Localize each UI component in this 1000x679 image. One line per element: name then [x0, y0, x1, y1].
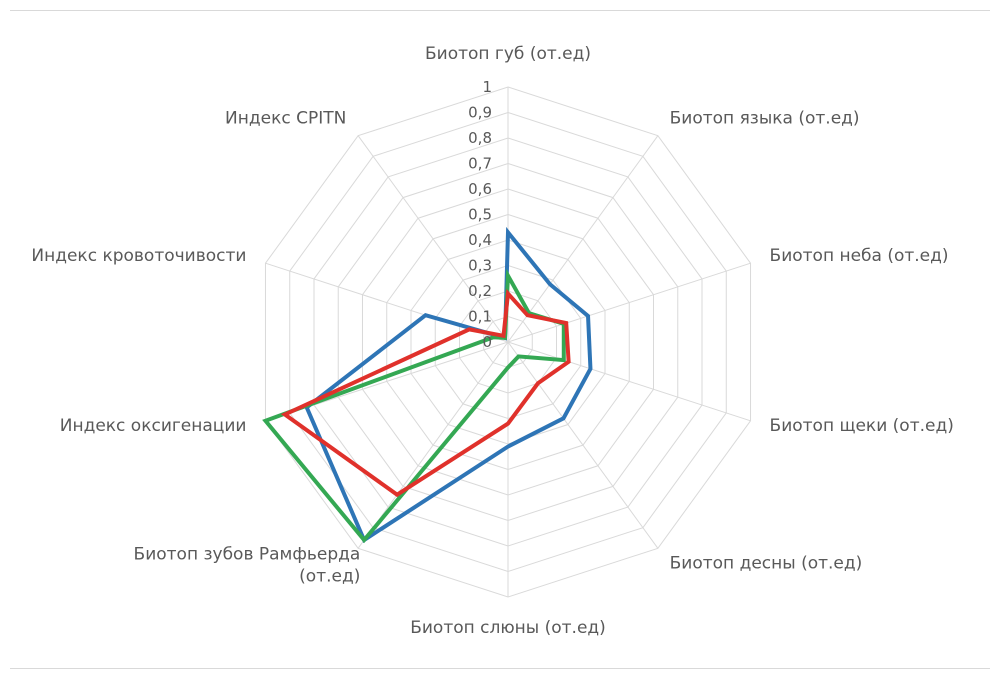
grid-spoke	[507, 341, 751, 422]
category-label: Биотоп языка (от.ед)	[670, 109, 860, 129]
tick-label: 0,2	[468, 282, 492, 300]
radar-series	[262, 226, 593, 544]
category-label: Биотоп щеки (от.ед)	[770, 416, 954, 436]
series-line-3	[280, 288, 571, 498]
category-label: Биотоп губ (от.ед)	[425, 44, 591, 64]
category-label: Индекс оксигенации	[60, 416, 247, 436]
grid-spoke	[507, 341, 659, 549]
category-label: Биотоп зубов Рамфьерда (от.ед)	[134, 544, 361, 586]
bottom-border	[10, 668, 990, 669]
tick-label: 0,8	[468, 129, 492, 147]
tick-label: 0,9	[468, 104, 492, 122]
category-label: Индекс кровоточивости	[31, 246, 246, 266]
series-line-1	[304, 226, 593, 544]
tick-label: 1	[482, 78, 492, 96]
radial-tick-labels: 0 0,1 0,2 0,3 0,4 0,5 0,6 0,7 0,8 0,9 1	[468, 78, 492, 351]
category-label: Биотоп неба (от.ед)	[770, 246, 949, 266]
tick-label: 0,1	[468, 308, 492, 326]
tick-label: 0,3	[468, 257, 492, 275]
tick-label: 0,5	[468, 206, 492, 224]
tick-label: 0,7	[468, 155, 492, 173]
tick-label: 0,6	[468, 180, 492, 198]
radar-grid	[264, 86, 752, 598]
grid-spoke	[357, 135, 509, 343]
category-label: Индекс CPITN	[225, 109, 346, 129]
category-label: Биотоп десны (от.ед)	[670, 553, 863, 573]
category-labels: Биотоп губ (от.ед) Биотоп языка (от.ед) Би…	[31, 44, 953, 638]
tick-label: 0,4	[468, 231, 492, 249]
grid-spoke	[357, 341, 509, 549]
tick-label: 0	[482, 333, 492, 351]
top-border	[10, 10, 990, 11]
grid-spoke	[507, 262, 751, 343]
grid-spoke	[507, 135, 659, 343]
category-label: Биотоп слюны (от.ед)	[410, 618, 606, 638]
